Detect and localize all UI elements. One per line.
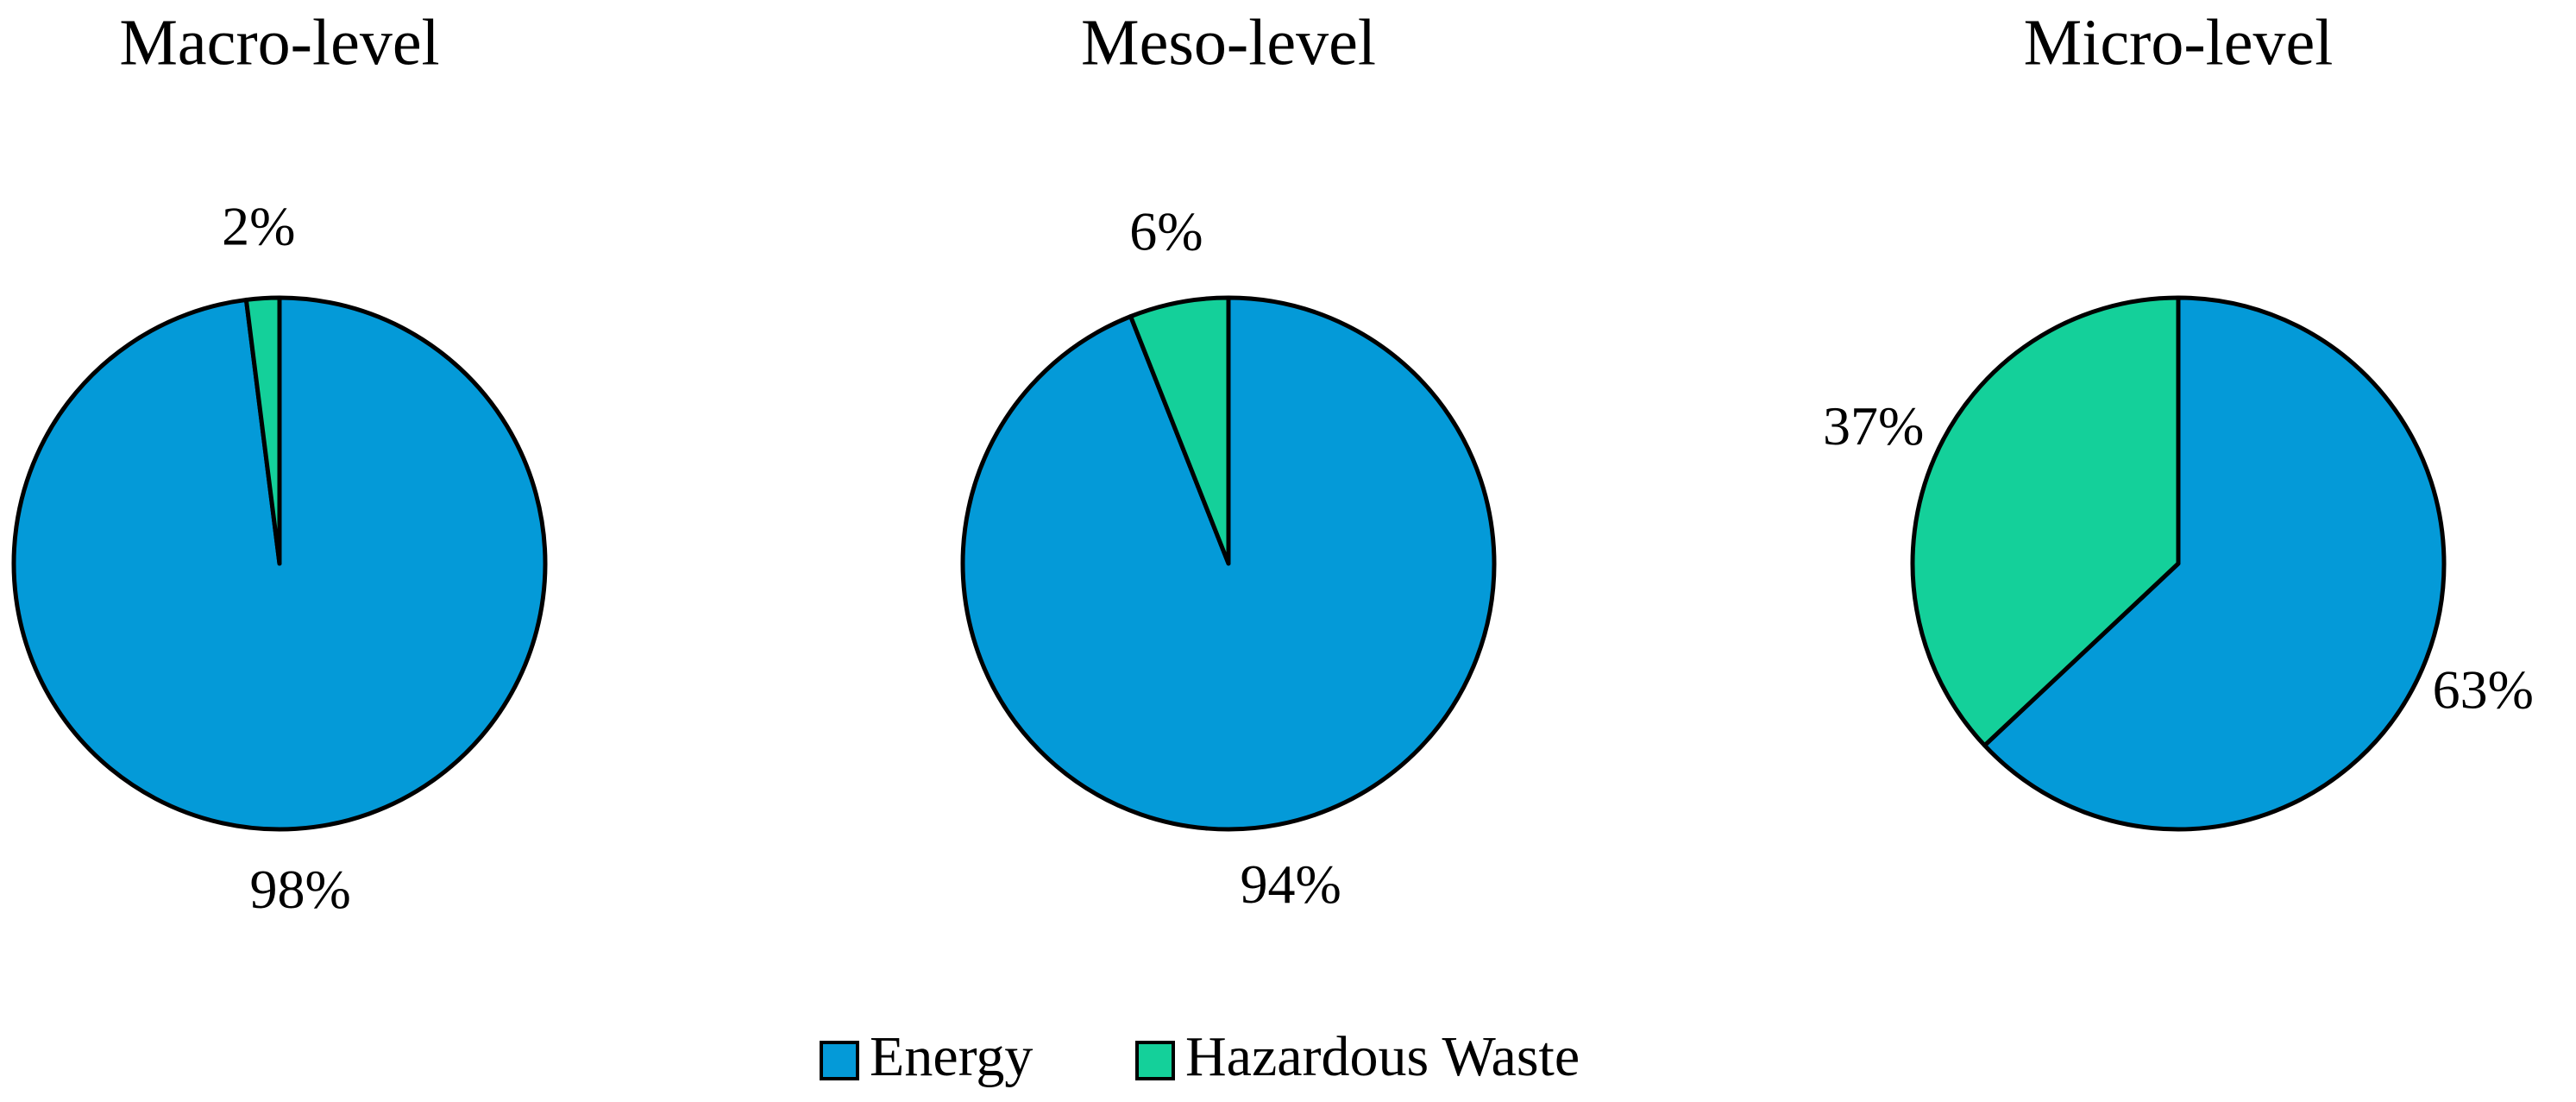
data-label: 37% xyxy=(1823,395,1924,457)
legend-swatch xyxy=(820,1041,859,1080)
pie-slice xyxy=(243,295,282,566)
chart-title: Micro-level xyxy=(2024,6,2334,79)
chart-title: Macro-level xyxy=(119,6,439,79)
data-label: 94% xyxy=(1240,853,1341,915)
data-label: 2% xyxy=(222,195,295,256)
data-label: 63% xyxy=(2433,659,2534,721)
pie-slice xyxy=(1910,295,2181,748)
legend-swatch xyxy=(1135,1041,1175,1080)
pie-slice xyxy=(1982,295,2447,832)
legend-label: Energy xyxy=(870,1025,1033,1088)
legend-label: Hazardous Waste xyxy=(1185,1025,1580,1088)
data-label: 6% xyxy=(1129,201,1203,262)
data-label: 98% xyxy=(250,859,351,920)
chart-title: Meso-level xyxy=(1081,6,1376,79)
pie-slice xyxy=(1128,295,1231,566)
